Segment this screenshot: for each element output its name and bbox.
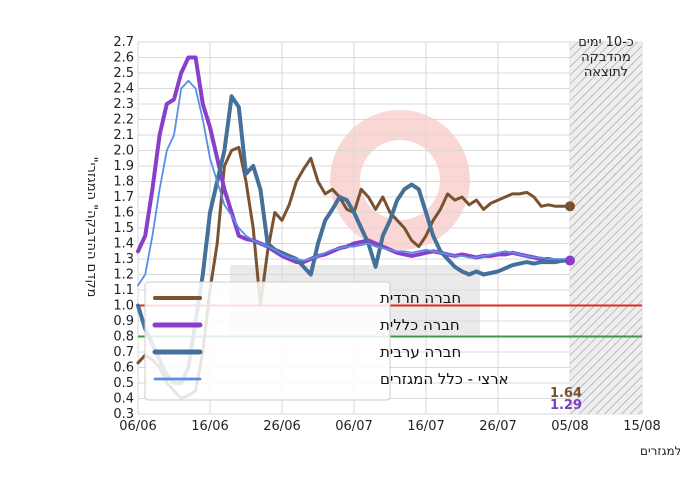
y-tick-label: 2.4	[113, 82, 134, 97]
x-tick-label: 26/06	[263, 419, 300, 434]
legend: חברה חרדית חברה כללית חברה ערבית ארצי - כלל…	[144, 281, 509, 401]
legend-label: חברה חרדית	[380, 289, 461, 307]
legend-label: ארצי - כלל המגזרים	[380, 370, 509, 388]
y-tick-label: 0.5	[113, 376, 134, 391]
x-tick-label: 06/06	[119, 419, 156, 434]
x-tick-label: 16/07	[407, 419, 444, 434]
legend-label: חברה ערבית	[380, 343, 461, 361]
x-tick-label: 26/07	[479, 419, 516, 434]
y-tick-label: 0.6	[113, 361, 134, 376]
y-tick-label: 1.8	[113, 175, 134, 190]
end-value-label: 1.29	[550, 398, 582, 413]
y-tick-labels: 0.30.40.50.60.70.80.91.01.11.21.31.41.51…	[113, 35, 134, 422]
legend-label: חברה כללית	[380, 316, 460, 334]
y-tick-label: 1.4	[113, 237, 134, 252]
y-tick-label: 1.2	[113, 268, 134, 283]
y-tick-label: 2.7	[113, 35, 134, 50]
end-marker-0	[565, 201, 575, 212]
y-axis-label: "מקדם ההדבקה" המגזרי	[84, 157, 99, 298]
y-tick-label: 2.2	[113, 113, 134, 128]
y-tick-label: 1.9	[113, 159, 134, 174]
y-tick-label: 1.3	[113, 252, 134, 267]
y-tick-label: 2.6	[113, 51, 134, 66]
shaded-note-line: כ-10 ימים	[578, 35, 634, 50]
x-tick-label: 16/06	[191, 419, 228, 434]
y-tick-label: 0.7	[113, 345, 134, 360]
shaded-note-line: לתוצאה	[584, 65, 628, 80]
legend-box	[144, 281, 391, 401]
y-tick-label: 2.0	[113, 144, 134, 159]
y-tick-label: 2.3	[113, 97, 134, 112]
y-tick-label: 1.6	[113, 206, 134, 221]
y-tick-label: 1.5	[113, 221, 134, 236]
x-tick-labels: 06/06 16/06 26/06 06/07 16/07 26/07 05/08 15/08	[119, 419, 660, 434]
shaded-note-line: מהדבקה	[581, 50, 631, 65]
y-tick-label: 2.1	[113, 128, 134, 143]
end-marker-1	[565, 255, 575, 266]
y-tick-label: 0.9	[113, 314, 134, 329]
x-tick-label: 15/08	[623, 419, 660, 434]
series-line-2	[136, 94, 572, 385]
end-value-label: 1.64	[550, 386, 582, 401]
x-tick-label: 05/08	[551, 419, 588, 434]
y-tick-label: 1.0	[113, 299, 134, 314]
x-tick-label: 06/07	[335, 419, 372, 434]
series-line-1	[136, 55, 572, 265]
y-tick-label: 1.1	[113, 283, 134, 298]
series-lines	[136, 55, 575, 400]
shaded-region	[570, 42, 642, 414]
series-line-3	[137, 79, 571, 287]
y-tick-label: 2.5	[113, 66, 134, 81]
end-labels: 1.641.29	[550, 386, 582, 413]
y-tick-label: 0.3	[113, 407, 134, 422]
footnote: "מקדם ההדבקה" המגזרי מוצג בהשהייה של יום…	[640, 444, 680, 458]
y-tick-label: 1.7	[113, 190, 134, 205]
y-tick-label: 0.8	[113, 330, 134, 345]
y-tick-label: 0.4	[113, 392, 134, 407]
